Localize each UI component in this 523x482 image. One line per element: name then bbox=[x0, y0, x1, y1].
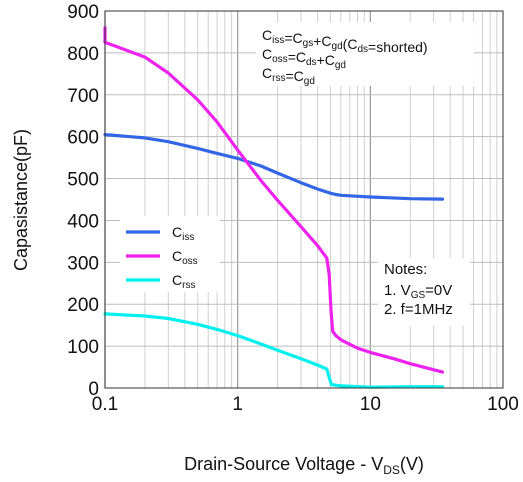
y-tick-label: 900 bbox=[67, 2, 99, 23]
series-line-coss bbox=[103, 26, 445, 374]
x-tick-label: 100 bbox=[487, 394, 519, 415]
y-tick-label: 100 bbox=[67, 337, 99, 358]
y-tick-label: 800 bbox=[67, 44, 99, 65]
y-tick-label: 600 bbox=[67, 128, 99, 149]
x-tick-label: 0.1 bbox=[92, 394, 118, 415]
legend-label: Ciss bbox=[172, 224, 194, 243]
notes-title: Notes: bbox=[384, 261, 427, 278]
notes-annotation: Notes: 1. VGS=0V2. f=1MHz bbox=[378, 258, 470, 326]
y-axis-title: Capasistance(pF) bbox=[11, 129, 31, 271]
notes-box bbox=[378, 258, 470, 326]
y-tick-label: 0 bbox=[88, 379, 99, 400]
formula-annotation: Ciss=Cgs+Cgd(Cds=shorted)Coss=Cds+CgdCrs… bbox=[256, 22, 474, 87]
formula-box bbox=[256, 22, 474, 86]
notes-item: 2. f=1MHz bbox=[384, 301, 453, 318]
x-axis-title: Drain-Source Voltage - VDS(V) bbox=[184, 454, 424, 477]
x-tick-label: 1 bbox=[232, 394, 243, 415]
notes-item: 1. VGS=0V bbox=[384, 282, 452, 301]
x-axis-title-main: Drain-Source Voltage - V bbox=[184, 454, 383, 474]
y-tick-label: 300 bbox=[67, 253, 99, 274]
formula-line: Coss=Cds+Cgd bbox=[262, 46, 346, 71]
formula-line: Ciss=Cgs+Cgd(Cds=shorted) bbox=[262, 27, 428, 55]
legend: Ciss Coss Crss bbox=[120, 216, 220, 292]
y-tick-label: 200 bbox=[67, 295, 99, 316]
series-line-ciss bbox=[103, 133, 445, 201]
legend-label: Coss bbox=[172, 248, 198, 267]
x-axis-title-subscript: DS bbox=[383, 463, 400, 477]
x-tick-label: 10 bbox=[360, 394, 381, 415]
series-lines bbox=[103, 26, 445, 389]
legend-label: Crss bbox=[172, 272, 195, 291]
y-tick-label: 400 bbox=[67, 211, 99, 232]
tick-labels: 0 100 200 300 400 500 600 700 800 900 0.1 1 10 100 bbox=[67, 2, 519, 415]
x-axis-title-unit: (V) bbox=[400, 454, 424, 474]
y-tick-label: 700 bbox=[67, 86, 99, 107]
plot-frame bbox=[104, 10, 504, 389]
formula-line: Crss=Cgd bbox=[262, 65, 315, 87]
y-tick-label: 500 bbox=[67, 170, 99, 191]
series-line-crss bbox=[103, 312, 445, 389]
